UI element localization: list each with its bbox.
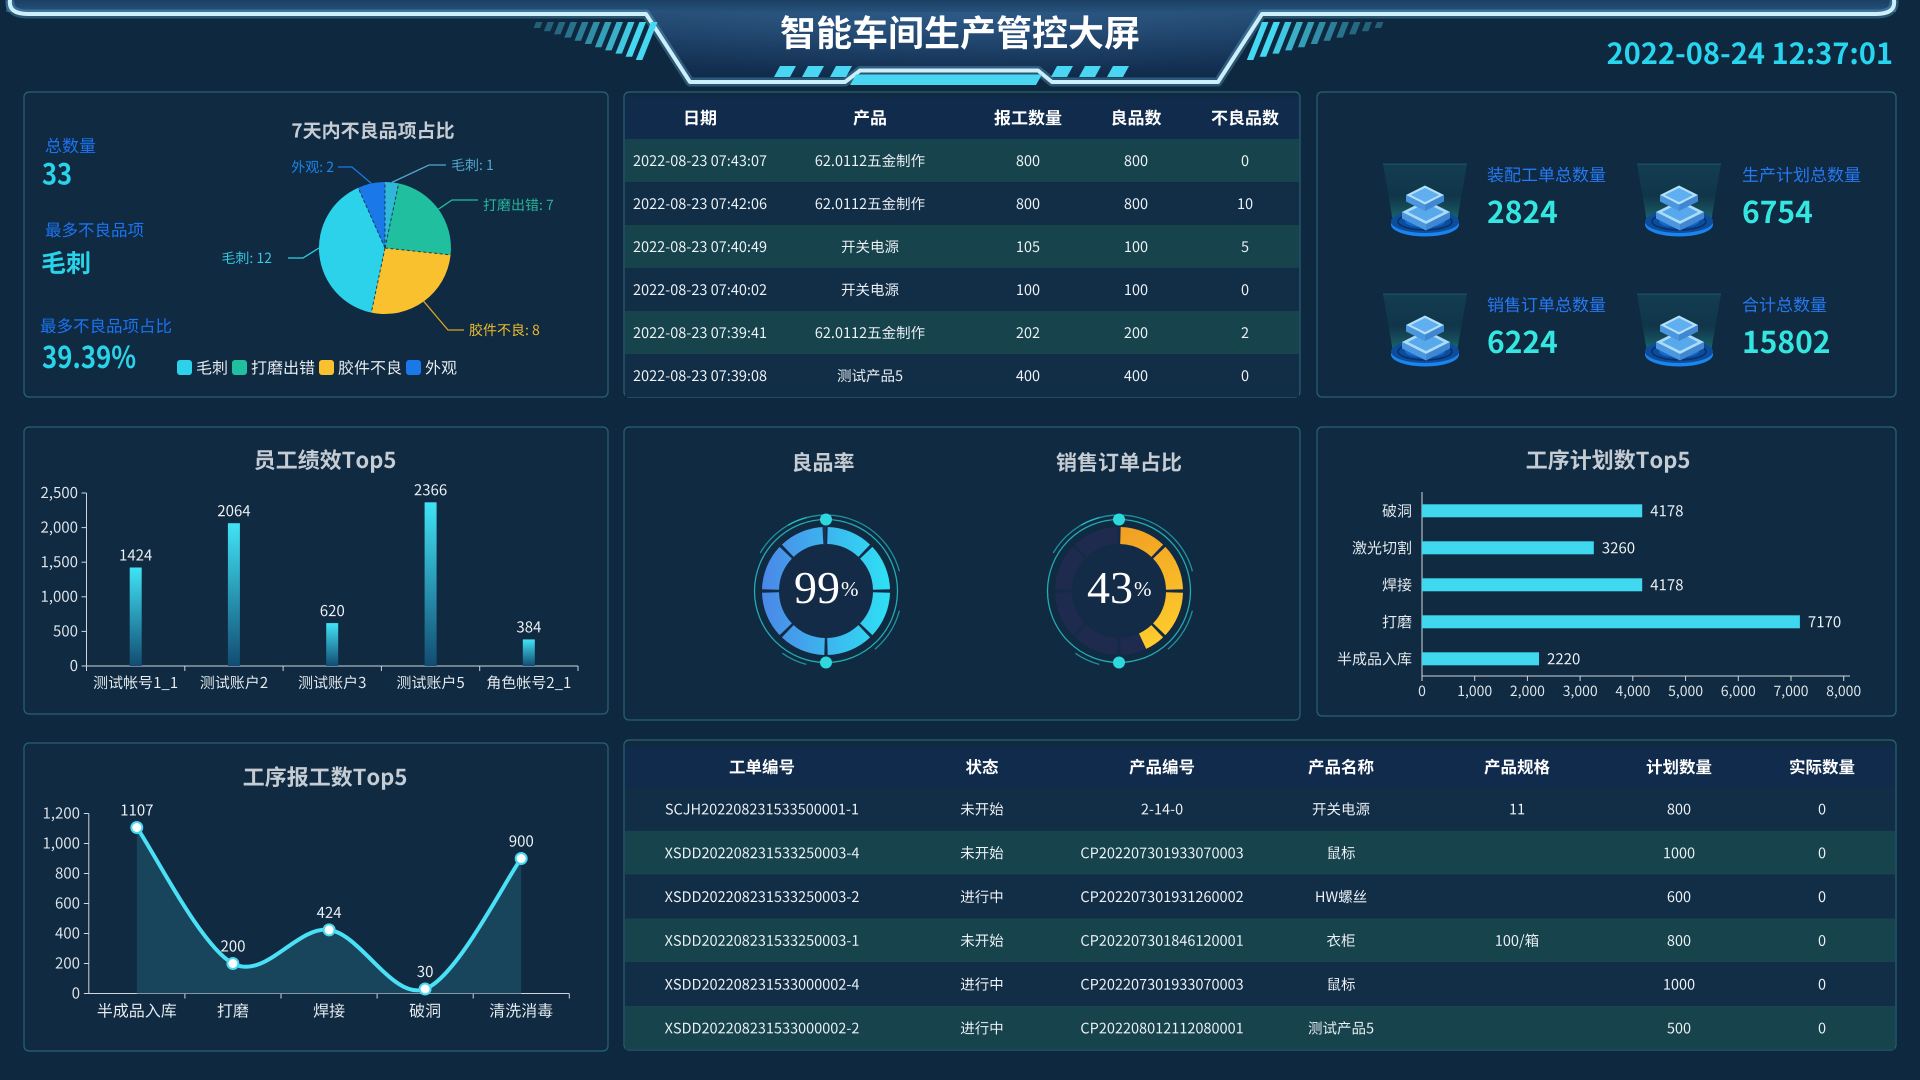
svg-text:43: 43 [1087,562,1133,613]
svg-text:%: % [1134,577,1152,601]
svg-text:99: 99 [794,562,840,613]
svg-text:%: % [841,577,859,601]
